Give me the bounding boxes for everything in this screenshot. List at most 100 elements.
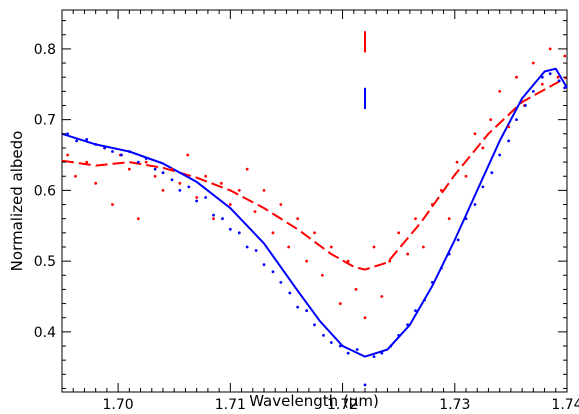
data-point	[212, 213, 215, 217]
data-point	[439, 188, 443, 192]
data-point	[329, 341, 333, 344]
data-point	[313, 231, 316, 235]
x-tick-label: 1.71	[215, 397, 246, 413]
data-point	[455, 160, 459, 164]
data-point	[439, 266, 443, 270]
data-point	[430, 280, 434, 284]
data-point	[153, 167, 157, 171]
data-point	[144, 157, 148, 160]
data-point	[372, 355, 376, 359]
data-points	[66, 47, 567, 387]
data-point	[85, 138, 89, 141]
data-point	[74, 174, 77, 178]
data-point	[254, 249, 258, 252]
y-tick-label: 0.8	[34, 42, 56, 58]
data-point	[563, 54, 567, 58]
data-point	[397, 231, 401, 235]
data-point	[187, 185, 191, 189]
data-point	[338, 302, 342, 305]
data-point	[507, 125, 511, 129]
data-point	[178, 181, 182, 185]
data-point	[228, 227, 232, 231]
data-point	[127, 150, 131, 153]
data-point	[103, 146, 107, 150]
data-point	[66, 132, 70, 136]
y-axis-label: Normalized albedo	[8, 131, 26, 272]
data-point	[557, 79, 561, 83]
data-point	[490, 171, 494, 175]
x-tick-label: 1.72	[327, 397, 358, 413]
data-point	[329, 245, 333, 249]
data-point	[397, 334, 401, 337]
data-point	[219, 181, 223, 185]
data-point	[388, 259, 392, 263]
data-point	[66, 153, 70, 157]
data-point	[447, 217, 451, 221]
data-point	[456, 238, 460, 242]
data-point	[430, 203, 434, 206]
data-point	[170, 167, 174, 171]
data-point	[507, 139, 511, 143]
data-point	[380, 295, 384, 298]
data-point	[287, 245, 291, 249]
data-point	[346, 351, 350, 355]
data-point	[120, 153, 123, 157]
y-tick-label: 0.7	[34, 113, 56, 129]
data-point	[515, 118, 518, 122]
x-tick-label: 1.73	[439, 397, 470, 413]
data-point	[153, 174, 157, 178]
data-point	[271, 270, 275, 274]
data-point	[279, 203, 283, 206]
data-point	[498, 153, 502, 157]
fit-lines	[61, 67, 568, 358]
data-point	[279, 280, 283, 284]
data-point	[212, 217, 215, 221]
data-point	[524, 104, 527, 107]
x-axis-label: Wavelength (μm)	[249, 392, 379, 410]
data-point	[354, 288, 358, 291]
data-point	[531, 61, 535, 65]
data-point	[253, 210, 257, 214]
y-tick-label: 0.4	[34, 325, 56, 341]
data-point	[473, 203, 477, 206]
x-tick-label: 1.70	[103, 397, 134, 413]
data-point	[320, 273, 324, 277]
data-point	[94, 181, 98, 185]
data-point	[94, 143, 98, 146]
data-point	[447, 252, 451, 256]
blue-fit-line	[61, 67, 568, 358]
data-point	[305, 259, 309, 263]
data-point	[127, 167, 131, 171]
data-point	[305, 309, 309, 313]
data-point	[389, 344, 393, 348]
data-point	[322, 334, 325, 337]
data-point	[531, 89, 535, 93]
x-axis: 1.70 1.71 1.72 1.73 1.74	[61, 10, 579, 413]
data-point	[338, 344, 342, 348]
y-tick-label: 0.6	[34, 183, 56, 199]
data-point	[296, 305, 300, 309]
data-point	[161, 188, 165, 192]
y-axis: 0.4 0.5 0.6 0.7 0.8	[34, 20, 567, 389]
data-point	[111, 150, 114, 153]
data-point	[515, 75, 518, 79]
data-point	[178, 188, 182, 192]
data-point	[363, 383, 367, 387]
data-point	[228, 203, 232, 206]
data-point	[75, 139, 78, 143]
data-point	[473, 132, 477, 136]
data-point	[136, 217, 140, 221]
data-point	[204, 174, 208, 178]
data-point	[237, 188, 241, 192]
data-point	[406, 252, 410, 256]
data-point	[481, 185, 485, 189]
data-point	[271, 231, 275, 235]
data-point	[296, 217, 300, 221]
red-fit-line	[61, 76, 568, 271]
data-point	[556, 75, 560, 79]
data-point	[111, 203, 114, 206]
data-point	[313, 323, 316, 327]
data-point	[355, 348, 359, 351]
data-point	[548, 47, 552, 51]
